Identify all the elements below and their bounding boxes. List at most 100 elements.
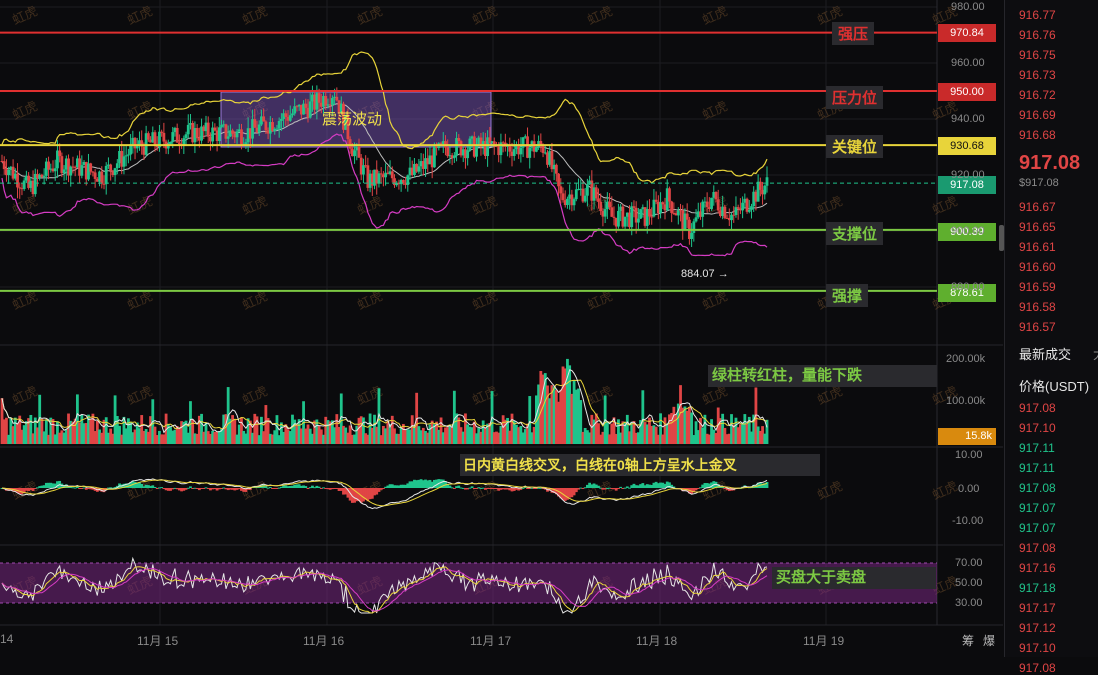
macd-histogram-bar [93, 488, 97, 491]
volume-bar [217, 430, 221, 444]
volume-bar [763, 433, 767, 444]
watermark-text: 虹虎 [585, 289, 615, 314]
candle-body [284, 113, 288, 117]
candle-body [113, 168, 117, 176]
macd-histogram-bar [200, 488, 203, 489]
bid-price[interactable]: 916.57 [1019, 320, 1056, 334]
candle-body [583, 195, 587, 202]
liquidation-button[interactable]: 爆 [983, 634, 996, 648]
macd-axis-label: 0.00 [958, 483, 980, 495]
volume-bar [537, 384, 541, 444]
volume-bar [590, 414, 594, 444]
bid-price[interactable]: 916.65 [1019, 220, 1056, 234]
candle-body [275, 128, 279, 130]
volume-bar [599, 434, 603, 444]
volume-bar [248, 420, 252, 444]
volume-bar [186, 432, 190, 444]
volume-bar [113, 395, 117, 444]
ask-price[interactable]: 916.75 [1019, 48, 1056, 62]
volume-bar [264, 405, 268, 444]
volume-bar [521, 432, 525, 444]
macd-histogram-bar [645, 484, 649, 488]
bid-price[interactable]: 916.60 [1019, 260, 1056, 274]
candle-body [566, 198, 569, 206]
candle-body [226, 136, 230, 139]
macd-histogram-bar [648, 484, 651, 488]
macd-histogram-bar [397, 485, 401, 488]
macd-histogram-bar [326, 488, 330, 490]
candle-body [93, 172, 97, 179]
candle-body [546, 152, 549, 165]
volume-bar [592, 419, 596, 444]
candle-body [714, 192, 718, 200]
ask-price[interactable]: 916.77 [1019, 8, 1056, 22]
volume-bar [100, 432, 104, 444]
pane-resize-handle[interactable] [999, 225, 1004, 251]
volume-bar [49, 417, 53, 444]
bid-price[interactable]: 916.58 [1019, 300, 1056, 314]
macd-histogram-bar [368, 488, 372, 500]
candle-body [373, 169, 376, 186]
macd-histogram-bar [441, 479, 445, 488]
candle-body [632, 206, 636, 208]
candle-body [552, 164, 556, 170]
recent-trades-tab-extra[interactable]: 大 [1093, 344, 1098, 363]
candle-body [107, 164, 110, 166]
volume-bar [368, 413, 372, 444]
volume-bar [472, 421, 476, 444]
candle-body [599, 201, 603, 212]
volume-axis-label: 200.00k [946, 353, 986, 365]
macd-histogram-bar [373, 488, 376, 496]
macd-histogram-bar [53, 483, 57, 488]
volume-bar [357, 417, 361, 444]
level-label-resistance: 压力位 [826, 86, 884, 109]
volume-bar [707, 434, 711, 444]
macd-histogram-bar [348, 488, 352, 501]
macd-histogram-bar [661, 482, 665, 488]
macd-histogram-bar [707, 483, 711, 488]
macd-histogram-bar [639, 484, 643, 488]
macd-histogram-bar [173, 487, 177, 489]
macd-histogram-bar [38, 486, 42, 488]
volume-bar [523, 429, 527, 444]
volume-ma-white [1, 369, 768, 434]
candle-body [710, 197, 713, 209]
candle-body [672, 212, 676, 214]
ask-price[interactable]: 916.76 [1019, 28, 1056, 42]
macd-histogram-bar [162, 488, 166, 489]
price-axis-label: 880.00 [951, 281, 985, 293]
volume-bar [519, 426, 523, 444]
candle-body [608, 201, 611, 208]
ask-price[interactable]: 916.69 [1019, 108, 1056, 122]
ask-price[interactable]: 916.73 [1019, 68, 1056, 82]
ask-price[interactable]: 916.68 [1019, 128, 1056, 142]
volume-bar [765, 419, 769, 444]
macd-histogram-bar [619, 486, 623, 488]
ask-price[interactable]: 916.72 [1019, 88, 1056, 102]
bid-price[interactable]: 916.67 [1019, 200, 1056, 214]
candle-body [56, 150, 59, 169]
candle-body [100, 171, 104, 184]
macd-histogram-bar [588, 482, 592, 488]
volume-bar [135, 422, 139, 444]
bid-price[interactable]: 916.61 [1019, 240, 1056, 254]
volume-bar [297, 419, 301, 444]
macd-histogram-bar [528, 488, 532, 489]
volume-bar [9, 418, 13, 444]
candle-body [2, 161, 6, 170]
macd-histogram-bar [209, 488, 212, 491]
candle-body [359, 157, 363, 175]
candle-body [455, 138, 458, 156]
macd-histogram-bar [390, 484, 394, 488]
candle-body [306, 107, 310, 118]
candle-body [366, 165, 370, 188]
candle-body [49, 168, 53, 170]
recent-trades-tab[interactable]: 最新成交 [1019, 347, 1072, 362]
volume-bar [408, 429, 412, 444]
chip-distribution-button[interactable]: 筹 [962, 634, 975, 648]
bid-price[interactable]: 916.59 [1019, 280, 1056, 294]
macd-histogram-bar [605, 487, 609, 489]
candle-body [95, 178, 99, 182]
watermark-text: 虹虎 [10, 4, 40, 29]
volume-bar [554, 390, 558, 444]
